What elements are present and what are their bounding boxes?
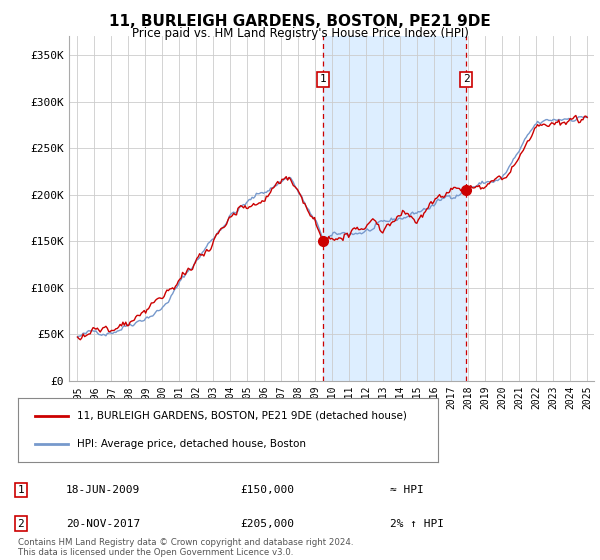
Text: 18-JUN-2009: 18-JUN-2009 xyxy=(66,485,140,495)
Text: ≈ HPI: ≈ HPI xyxy=(390,485,424,495)
Text: 11, BURLEIGH GARDENS, BOSTON, PE21 9DE: 11, BURLEIGH GARDENS, BOSTON, PE21 9DE xyxy=(109,14,491,29)
Text: 1: 1 xyxy=(320,74,326,85)
Text: 2: 2 xyxy=(17,519,25,529)
Text: £150,000: £150,000 xyxy=(240,485,294,495)
Text: 20-NOV-2017: 20-NOV-2017 xyxy=(66,519,140,529)
Text: HPI: Average price, detached house, Boston: HPI: Average price, detached house, Bost… xyxy=(77,439,306,449)
Text: 11, BURLEIGH GARDENS, BOSTON, PE21 9DE (detached house): 11, BURLEIGH GARDENS, BOSTON, PE21 9DE (… xyxy=(77,410,407,421)
Text: Price paid vs. HM Land Registry's House Price Index (HPI): Price paid vs. HM Land Registry's House … xyxy=(131,27,469,40)
Text: £205,000: £205,000 xyxy=(240,519,294,529)
Bar xyxy=(323,36,466,381)
Text: 2% ↑ HPI: 2% ↑ HPI xyxy=(390,519,444,529)
Text: 1: 1 xyxy=(17,485,25,495)
Text: 2: 2 xyxy=(463,74,469,85)
Text: Contains HM Land Registry data © Crown copyright and database right 2024.
This d: Contains HM Land Registry data © Crown c… xyxy=(18,538,353,557)
